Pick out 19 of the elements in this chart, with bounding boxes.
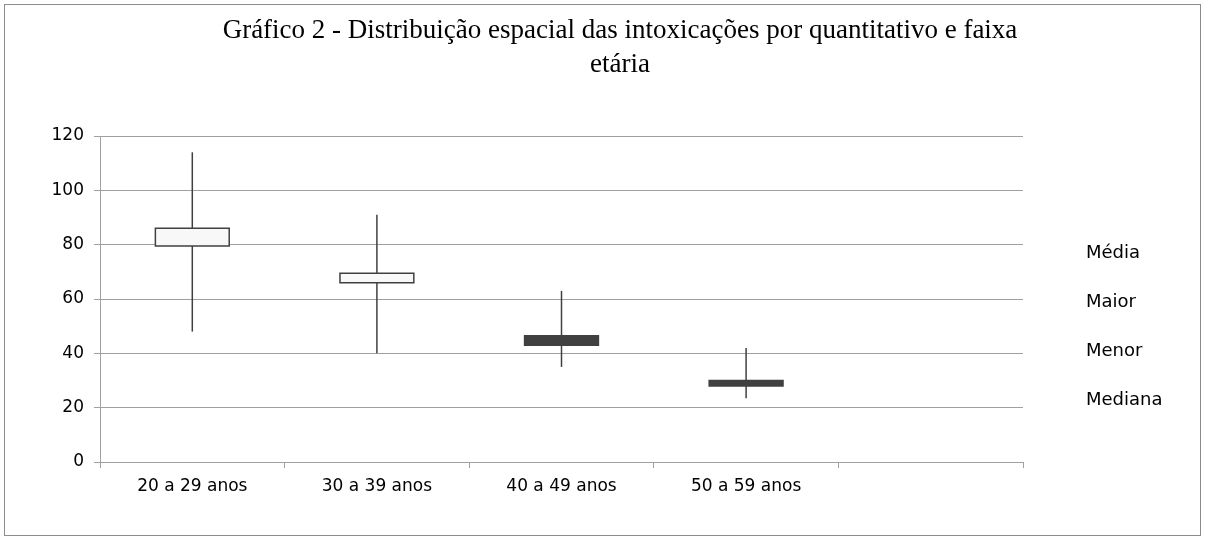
text: Menor xyxy=(1086,339,1143,360)
x-tick-label: 40 a 49 anos xyxy=(506,474,617,495)
y-tick-label: 120 xyxy=(51,124,84,145)
y-tick-label: 20 xyxy=(62,396,84,417)
x-tick-label: 30 a 39 anos xyxy=(321,474,433,495)
text: Maior xyxy=(1086,290,1136,311)
y-tick-label: 80 xyxy=(62,233,84,254)
x-tick-label: 50 a 59 anos xyxy=(690,474,802,495)
candlestick xyxy=(154,151,230,333)
chart-title: Gráfico 2 - Distribuição espacial das intoxicações por quantitativo e faixa etária xyxy=(221,13,1019,80)
candlestick xyxy=(339,214,415,355)
y-tick-label: 60 xyxy=(62,287,84,308)
y-tick-label: 0 xyxy=(73,450,84,471)
y-tick-label: 100 xyxy=(51,178,84,199)
y-tick-label: 40 xyxy=(62,341,84,362)
text: Média xyxy=(1086,241,1141,262)
text: Mediana xyxy=(1086,388,1163,409)
x-tick-label: 20 a 29 anos xyxy=(137,474,248,495)
candlestick xyxy=(708,347,784,399)
